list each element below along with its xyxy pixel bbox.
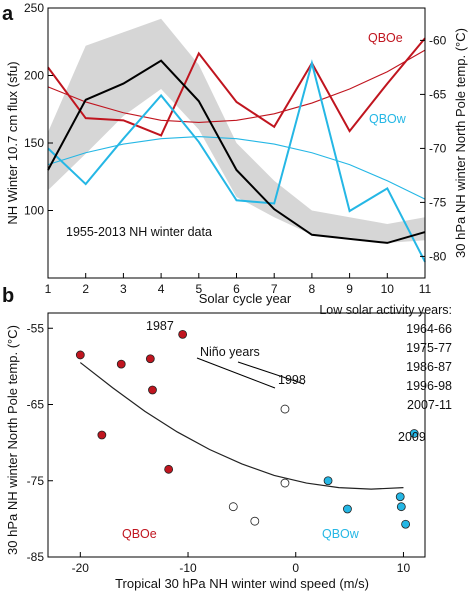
label-2009: 2009 xyxy=(398,430,426,444)
legend-title: Low solar activity years: xyxy=(319,303,452,317)
flux-uncertainty-band xyxy=(48,18,425,243)
legend-year-range: 1996-98 xyxy=(406,379,452,393)
scatter-points xyxy=(75,329,419,529)
y-tick-label: -75 xyxy=(27,474,45,488)
regression-curve xyxy=(79,362,404,490)
qboe-group-label: QBOe xyxy=(122,527,157,541)
scatter-point-qbow xyxy=(396,502,406,512)
panel-b-y-ticks: -55 -65 -75 -85 xyxy=(27,321,53,564)
solar-flux-line xyxy=(47,59,426,244)
scatter-point-neutral xyxy=(280,478,290,488)
panel-a-left-y-axis-title: NH Winter 10.7 cm flux (sfu) xyxy=(5,61,20,224)
scatter-point-qbow xyxy=(395,492,405,502)
qboe-temperature-line xyxy=(47,37,426,137)
y-tick-label: 250 xyxy=(24,1,44,15)
panel-b-y-axis-title: 30 hPa NH winter North Pole temp. (°C) xyxy=(5,325,20,555)
x-tick-label: 6 xyxy=(233,282,240,296)
right-y-tick-label: -65 xyxy=(429,87,447,101)
panel-b-x-ticks: -20 -10 0 10 xyxy=(72,552,411,575)
nino-years-label: Niño years xyxy=(200,345,260,359)
right-y-tick-label: -75 xyxy=(429,195,447,209)
y-tick-label: 150 xyxy=(24,136,44,150)
scatter-point-qboe xyxy=(145,354,155,364)
scatter-point-qboe xyxy=(116,359,126,369)
low-solar-years-legend: Low solar activity years: 1964-66 1975-77… xyxy=(319,303,452,412)
right-y-tick-label: -60 xyxy=(429,33,447,47)
label-1998: 1998 xyxy=(278,373,306,387)
scatter-point-qboe xyxy=(75,350,85,360)
scatter-point-neutral xyxy=(250,516,260,526)
scatter-point-qbow xyxy=(401,519,411,529)
label-1987: 1987 xyxy=(146,319,174,333)
y-tick-label: -55 xyxy=(27,321,45,335)
data-lines xyxy=(47,37,426,263)
nino-label-line-1998 xyxy=(237,361,305,385)
qbow-fit-curve xyxy=(47,135,426,200)
x-tick-label: 1 xyxy=(45,282,52,296)
scatter-point-qboe xyxy=(97,430,107,440)
nino-label-line-1987 xyxy=(196,357,276,389)
scatter-point-qboe xyxy=(148,385,157,395)
qbow-series-label: QBOw xyxy=(369,112,407,126)
scatter-point-neutral xyxy=(280,404,290,414)
panel-a-label: a xyxy=(2,3,14,25)
x-tick-label: -20 xyxy=(72,561,90,575)
x-tick-label: 9 xyxy=(346,282,353,296)
scatter-point-qbow xyxy=(409,429,419,438)
legend-year-range: 2007-11 xyxy=(407,398,452,412)
panel-b-frame xyxy=(47,312,426,558)
x-tick-label: 10 xyxy=(397,561,411,575)
panel-a: a 1 2 3 4 5 6 7 8 9 10 11 100 150 200 250 -80 -75 -70 -6… xyxy=(2,1,468,306)
x-tick-label: -10 xyxy=(179,561,197,575)
data-period-annotation: 1955-2013 NH winter data xyxy=(66,225,212,239)
x-tick-label: 0 xyxy=(292,561,299,575)
x-tick-label: 4 xyxy=(158,282,165,296)
legend-year-range: 1975-77 xyxy=(406,341,452,355)
qbow-temperature-line xyxy=(47,59,426,263)
x-tick-label: 2 xyxy=(82,282,89,296)
panel-a-x-ticks: 1 2 3 4 5 6 7 8 9 10 11 xyxy=(45,273,432,296)
right-y-tick-label: -80 xyxy=(429,249,447,263)
y-tick-label: -85 xyxy=(27,550,45,564)
y-tick-label: 200 xyxy=(24,69,44,83)
qbo-fit-curves xyxy=(47,49,426,200)
scatter-point-qboe xyxy=(178,329,188,339)
scatter-point-qbow xyxy=(323,476,333,486)
qboe-series-label: QBOe xyxy=(368,31,403,45)
x-tick-label: 3 xyxy=(120,282,127,296)
x-tick-label: 10 xyxy=(381,282,395,296)
scatter-point-qboe xyxy=(164,464,174,474)
qbow-group-label: QBOw xyxy=(322,527,360,541)
qboe-fit-curve xyxy=(47,49,426,124)
panel-b: b -20 -10 0 10 -55-65-75-85 1987 Niño years… xyxy=(2,285,452,591)
x-tick-label: 8 xyxy=(309,282,316,296)
scatter-point-qbow xyxy=(343,504,352,514)
panel-a-x-axis-title: Solar cycle year xyxy=(199,291,292,306)
panel-a-right-y-axis-title: 30 hPa NH winter North Pole temp. (°C) xyxy=(453,28,468,258)
legend-year-range: 1964-66 xyxy=(406,322,452,336)
y-tick-label: -65 xyxy=(27,398,45,412)
y-tick-label: 100 xyxy=(24,204,44,218)
x-tick-label: 11 xyxy=(419,282,432,296)
scatter-point-neutral xyxy=(228,502,238,512)
panel-b-x-axis-title: Tropical 30 hPa NH winter wind speed (m/… xyxy=(115,576,369,591)
scatter-fit-curve xyxy=(79,362,404,490)
panel-b-label: b xyxy=(2,285,14,307)
right-y-tick-label: -70 xyxy=(429,141,447,155)
legend-year-range: 1986-87 xyxy=(406,360,452,374)
flux-band-area xyxy=(48,18,425,243)
panel-a-left-y-ticks: 100 150 200 250 xyxy=(24,1,53,218)
panel-a-right-y-ticks: -80 -75 -70 -65 -60 xyxy=(420,33,447,263)
x-tick-label: 5 xyxy=(195,282,202,296)
x-tick-label: 7 xyxy=(271,282,278,296)
